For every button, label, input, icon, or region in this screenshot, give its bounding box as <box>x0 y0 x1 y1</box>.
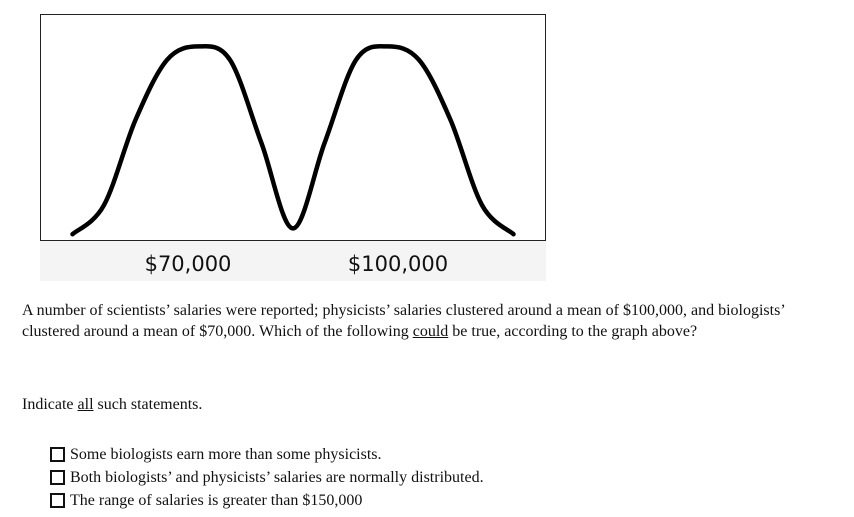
question-text: A number of scientists’ salaries were re… <box>22 300 834 342</box>
option-2-label: Both biologists’ and physicists’ salarie… <box>70 468 484 486</box>
answer-options: Some biologists earn more than some phys… <box>50 443 484 512</box>
question-part-2: be true, according to the graph above? <box>448 323 698 340</box>
instruction-emphasis: all <box>77 396 94 413</box>
instruction-text: Indicate all such statements. <box>22 394 202 415</box>
instruction-before: Indicate <box>22 396 78 413</box>
instruction-after: such statements. <box>93 396 203 413</box>
plot-area <box>40 14 546 241</box>
question-part-1: A number of scientists’ salaries were re… <box>22 302 785 340</box>
x-tick-label-100000: $100,000 <box>347 252 449 276</box>
option-3[interactable]: The range of salaries is greater than $1… <box>50 489 484 512</box>
salary-distribution-figure: $70,000 $100,000 <box>40 14 546 281</box>
option-2[interactable]: Both biologists’ and physicists’ salarie… <box>50 466 484 489</box>
option-1[interactable]: Some biologists earn more than some phys… <box>50 443 484 466</box>
option-1-label: Some biologists earn more than some phys… <box>70 445 382 463</box>
option-3-label: The range of salaries is greater than $1… <box>70 491 363 509</box>
x-tick-label-70000: $70,000 <box>144 252 232 276</box>
series-line-0 <box>70 43 516 237</box>
question-emphasis: could <box>412 323 449 340</box>
option-3-checkbox[interactable] <box>50 493 65 508</box>
option-2-checkbox[interactable] <box>50 470 65 485</box>
option-1-checkbox[interactable] <box>50 447 65 462</box>
chart-svg <box>70 43 516 237</box>
